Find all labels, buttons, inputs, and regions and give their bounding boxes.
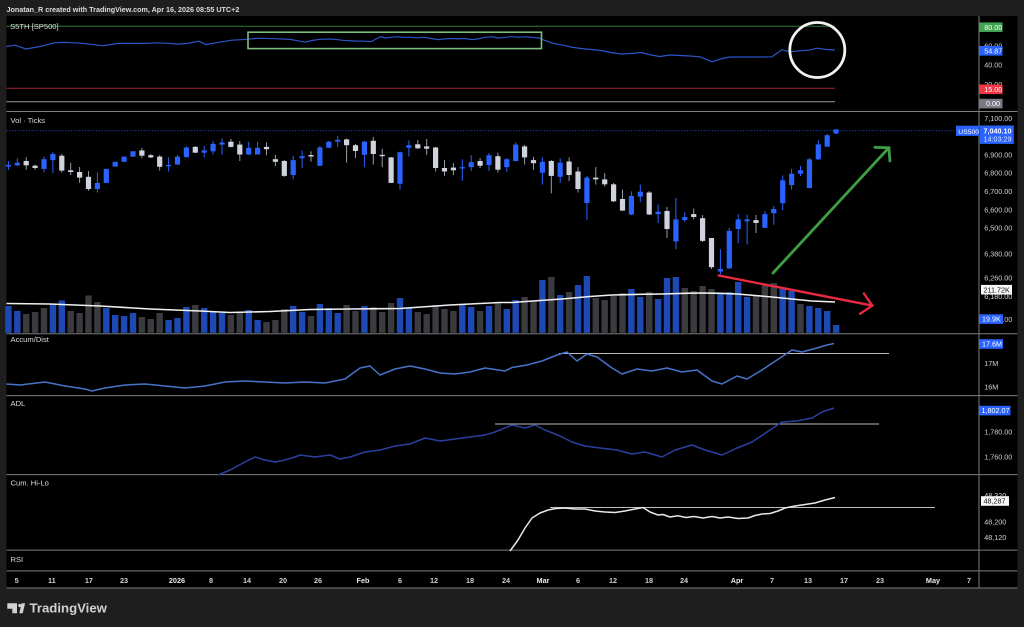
svg-text:7: 7 <box>770 576 774 585</box>
svg-text:11: 11 <box>48 576 56 585</box>
svg-text:17: 17 <box>85 576 93 585</box>
svg-text:17.6M: 17.6M <box>982 340 1002 349</box>
svg-text:8: 8 <box>209 576 213 585</box>
svg-text:13: 13 <box>804 576 812 585</box>
svg-text:6,600.00: 6,600.00 <box>984 205 1012 214</box>
svg-text:May: May <box>926 576 941 585</box>
svg-text:6: 6 <box>398 576 402 585</box>
svg-text:6,180.00: 6,180.00 <box>984 292 1012 301</box>
svg-text:54.87: 54.87 <box>984 46 1002 55</box>
svg-text:6,380.00: 6,380.00 <box>984 249 1012 258</box>
svg-text:48,200: 48,200 <box>984 518 1006 527</box>
svg-text:1,780.00: 1,780.00 <box>984 428 1012 437</box>
svg-text:6,500.00: 6,500.00 <box>984 224 1012 233</box>
svg-text:Vol · Ticks: Vol · Ticks <box>11 116 46 125</box>
svg-text:ADL: ADL <box>11 399 26 408</box>
svg-text:RSI: RSI <box>11 555 24 564</box>
svg-text:17: 17 <box>840 576 848 585</box>
svg-text:6,700.00: 6,700.00 <box>984 187 1012 196</box>
svg-text:24: 24 <box>680 576 689 585</box>
svg-text:7: 7 <box>967 576 971 585</box>
svg-text:48,120: 48,120 <box>984 533 1006 542</box>
svg-text:US500: US500 <box>958 129 979 136</box>
svg-text:18: 18 <box>645 576 653 585</box>
svg-text:26: 26 <box>314 576 322 585</box>
svg-text:7,100.00: 7,100.00 <box>984 114 1012 123</box>
svg-text:6: 6 <box>576 576 580 585</box>
svg-text:19.9K: 19.9K <box>982 315 1001 324</box>
svg-text:2026: 2026 <box>169 576 185 585</box>
svg-text:6,800.00: 6,800.00 <box>984 169 1012 178</box>
svg-text:Feb: Feb <box>357 576 371 585</box>
svg-text:7,040.10: 7,040.10 <box>984 127 1012 136</box>
svg-text:40.00: 40.00 <box>984 60 1002 69</box>
svg-text:80.00: 80.00 <box>984 23 1002 32</box>
svg-text:14: 14 <box>243 576 252 585</box>
svg-text:14:03:29: 14:03:29 <box>984 135 1012 144</box>
svg-text:211.72K: 211.72K <box>984 285 1010 294</box>
svg-text:48,320: 48,320 <box>984 491 1006 500</box>
svg-text:12: 12 <box>430 576 438 585</box>
svg-text:0.00: 0.00 <box>986 99 1000 108</box>
svg-text:23: 23 <box>876 576 884 585</box>
svg-text:5: 5 <box>15 576 19 585</box>
svg-text:Mar: Mar <box>537 576 550 585</box>
svg-text:12: 12 <box>609 576 617 585</box>
svg-text:16M: 16M <box>984 383 998 392</box>
svg-text:Apr: Apr <box>731 576 744 585</box>
svg-text:Accum/Dist: Accum/Dist <box>11 335 50 344</box>
svg-text:6,260.00: 6,260.00 <box>984 274 1012 283</box>
svg-text:1,760.00: 1,760.00 <box>984 452 1012 461</box>
svg-text:20: 20 <box>279 576 287 585</box>
svg-text:17M: 17M <box>984 359 998 368</box>
svg-text:TradingView: TradingView <box>30 601 108 616</box>
svg-text:24: 24 <box>502 576 511 585</box>
svg-text:S5TH [SP500]: S5TH [SP500] <box>10 22 59 31</box>
svg-text:15.00: 15.00 <box>984 85 1002 94</box>
svg-text:6,900.00: 6,900.00 <box>984 150 1012 159</box>
svg-text:18: 18 <box>466 576 474 585</box>
svg-text:23: 23 <box>120 576 128 585</box>
svg-text:48,287: 48,287 <box>984 497 1006 506</box>
svg-text:Jonatan_R created with Trading: Jonatan_R created with TradingView.com, … <box>7 5 240 14</box>
svg-text:Cum. Hi-Lo: Cum. Hi-Lo <box>11 479 49 488</box>
svg-text:1,802.07: 1,802.07 <box>982 406 1010 415</box>
